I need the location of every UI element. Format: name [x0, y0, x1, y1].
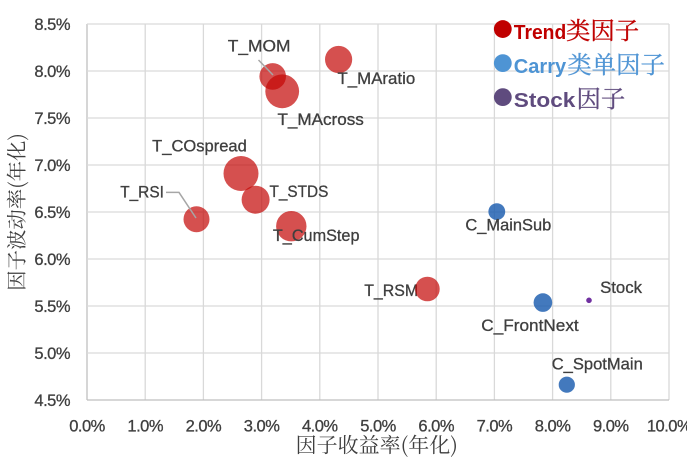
svg-text:Stock: Stock: [600, 279, 643, 297]
svg-text:5.0%: 5.0%: [360, 418, 396, 436]
svg-text:T_RSM: T_RSM: [364, 282, 418, 300]
svg-text:6.5%: 6.5%: [34, 204, 70, 222]
svg-text:T_MAcross: T_MAcross: [278, 111, 364, 129]
svg-text:8.5%: 8.5%: [34, 16, 70, 34]
svg-text:T_STDS: T_STDS: [270, 183, 329, 201]
svg-text:4.0%: 4.0%: [302, 418, 338, 436]
svg-text:8.0%: 8.0%: [34, 63, 70, 81]
svg-text:5.5%: 5.5%: [34, 298, 70, 316]
svg-text:C_MainSub: C_MainSub: [465, 217, 551, 235]
svg-text:T_RSI: T_RSI: [120, 184, 164, 202]
svg-text:5.0%: 5.0%: [34, 345, 70, 363]
svg-text:10.0%: 10.0%: [647, 418, 687, 436]
svg-text:7.0%: 7.0%: [34, 157, 70, 175]
svg-text:7.5%: 7.5%: [34, 110, 70, 128]
svg-text:7.0%: 7.0%: [477, 418, 513, 436]
svg-text:9.0%: 9.0%: [593, 418, 629, 436]
svg-text:Carry: Carry: [514, 56, 567, 78]
svg-text:6.0%: 6.0%: [418, 418, 454, 436]
svg-text:0.0%: 0.0%: [69, 418, 105, 436]
svg-text:1.0%: 1.0%: [127, 418, 163, 436]
svg-text:2.0%: 2.0%: [186, 418, 222, 436]
svg-text:T_MOM: T_MOM: [228, 38, 291, 56]
svg-text:T_COspread: T_COspread: [152, 138, 247, 156]
svg-text:6.0%: 6.0%: [34, 251, 70, 269]
svg-text:3.0%: 3.0%: [244, 418, 280, 436]
svg-text:8.0%: 8.0%: [535, 418, 571, 436]
svg-text:T_MAratio: T_MAratio: [338, 70, 416, 88]
svg-text:Stock: Stock: [514, 90, 577, 112]
svg-text:4.5%: 4.5%: [34, 392, 70, 410]
svg-text:Trend: Trend: [514, 22, 566, 44]
svg-text:T_CumStep: T_CumStep: [273, 227, 360, 245]
svg-text:C_SpotMain: C_SpotMain: [552, 356, 643, 374]
svg-text:C_FrontNext: C_FrontNext: [481, 317, 579, 335]
